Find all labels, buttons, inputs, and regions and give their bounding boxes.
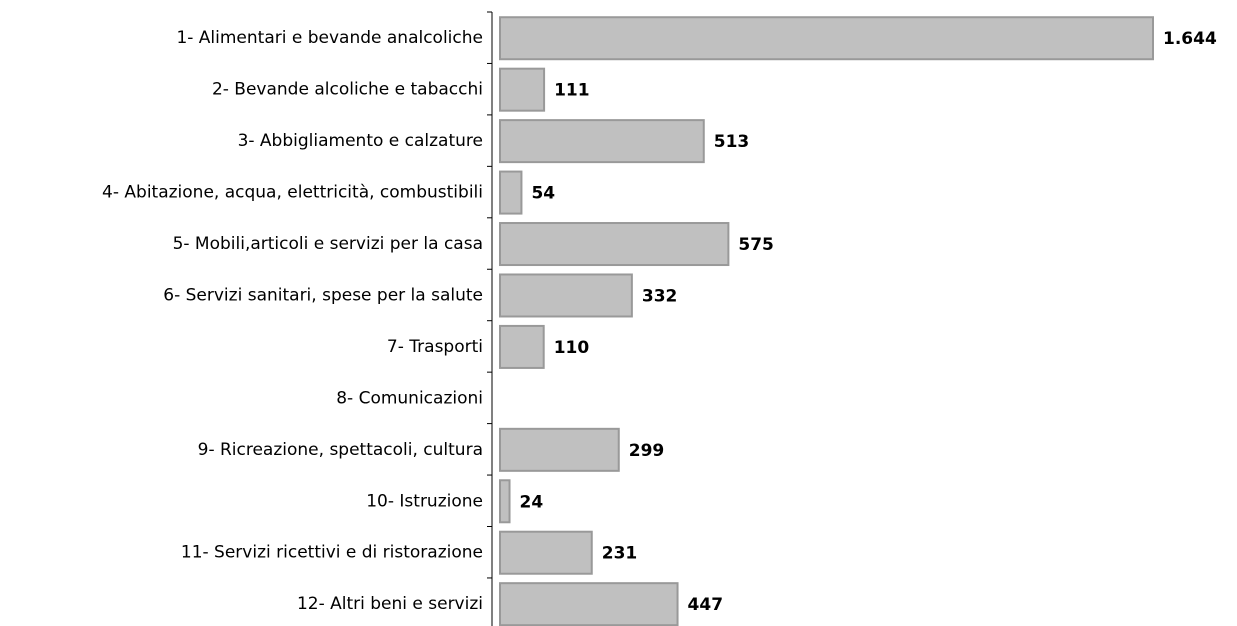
value-label: 54: [531, 184, 555, 204]
bar: [499, 530, 593, 575]
value-label: 1.644: [1163, 29, 1217, 49]
category-label: 4- Abitazione, acqua, elettricità, combu…: [102, 183, 483, 203]
bar: [499, 67, 546, 112]
category-label: 12- Altri beni e servizi: [297, 594, 483, 614]
bar: [499, 582, 679, 626]
bar: [499, 427, 620, 472]
category-label: 6- Servizi sanitari, spese per la salute: [163, 285, 483, 305]
category-label: 9- Ricreazione, spettacoli, cultura: [198, 440, 483, 460]
bar: [499, 479, 511, 524]
value-label: 575: [738, 235, 774, 255]
category-label: 5- Mobili,articoli e servizi per la casa: [173, 234, 483, 254]
bar: [499, 119, 705, 164]
category-label: 1- Alimentari e bevande analcoliche: [176, 28, 483, 48]
value-label: 111: [554, 81, 590, 101]
value-label: 24: [520, 492, 544, 512]
value-label: 447: [688, 595, 724, 615]
bar: [499, 16, 1154, 61]
category-label: 2- Bevande alcoliche e tabacchi: [212, 80, 483, 100]
value-label: 110: [554, 338, 590, 358]
value-label: 231: [602, 544, 638, 564]
category-label: 10- Istruzione: [366, 491, 483, 511]
category-label: 3- Abbigliamento e calzature: [238, 131, 483, 151]
bar: [499, 273, 633, 318]
value-label: 332: [642, 286, 678, 306]
category-label: 8- Comunicazioni: [336, 388, 483, 408]
bar: [499, 324, 545, 369]
category-label: 11- Servizi ricettivi e di ristorazione: [181, 543, 483, 563]
category-label: 7- Trasporti: [387, 337, 483, 357]
bar: [499, 170, 523, 215]
value-label: 513: [714, 132, 750, 152]
value-label: 299: [629, 441, 665, 461]
bar: [499, 222, 730, 267]
